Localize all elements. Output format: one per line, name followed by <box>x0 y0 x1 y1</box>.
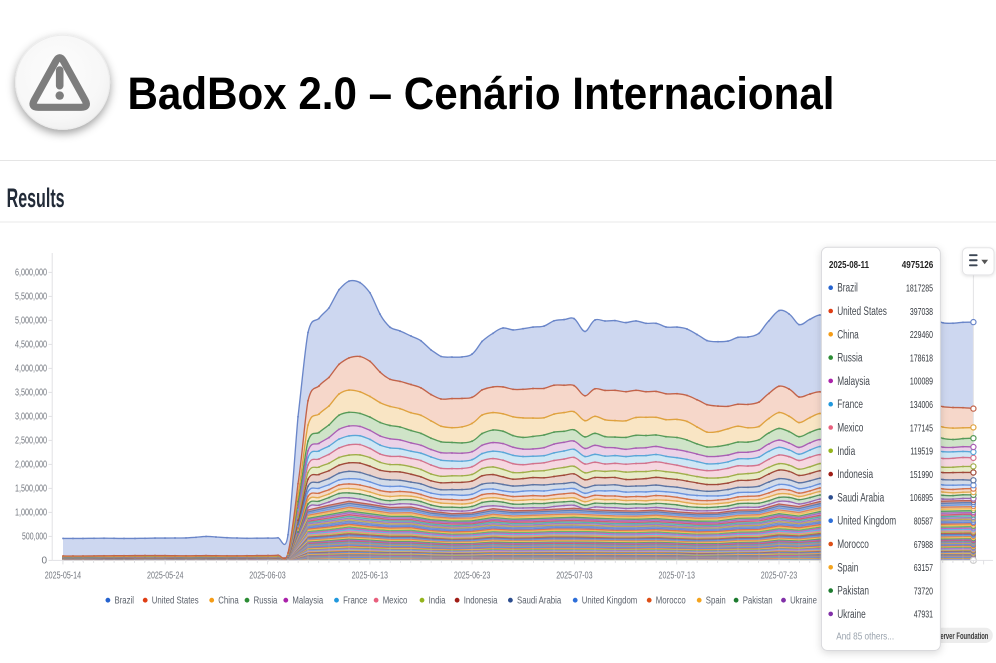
svg-text:2025-05-24: 2025-05-24 <box>147 570 184 581</box>
svg-text:106895: 106895 <box>910 492 933 504</box>
svg-text:2025-06-13: 2025-06-13 <box>352 570 389 581</box>
svg-text:0: 0 <box>41 556 47 567</box>
svg-text:China: China <box>218 596 239 607</box>
svg-text:The Shadowserver Foundation: The Shadowserver Foundation <box>902 631 988 641</box>
svg-text:397038: 397038 <box>910 306 933 318</box>
svg-text:2025-05-14: 2025-05-14 <box>45 570 82 581</box>
svg-text:4975126: 4975126 <box>902 260 934 271</box>
svg-text:Morocco: Morocco <box>837 539 869 551</box>
svg-text:Brazil: Brazil <box>837 283 858 295</box>
svg-text:3,500,000: 3,500,000 <box>15 388 47 399</box>
svg-text:Spain: Spain <box>706 596 726 607</box>
svg-text:Indonesia: Indonesia <box>837 469 873 481</box>
svg-text:2025-07-13: 2025-07-13 <box>659 570 696 581</box>
svg-text:Russia: Russia <box>837 353 863 365</box>
svg-text:Spain: Spain <box>837 562 858 574</box>
svg-text:BadBox 2.0 – Cenário Internaci: BadBox 2.0 – Cenário Internacional <box>128 68 835 119</box>
svg-text:2025-07-03: 2025-07-03 <box>556 570 593 581</box>
svg-text:India: India <box>429 596 446 607</box>
svg-text:France: France <box>837 399 863 411</box>
svg-text:Russia: Russia <box>254 596 278 607</box>
svg-text:2025-06-23: 2025-06-23 <box>454 570 491 581</box>
svg-text:2,000,000: 2,000,000 <box>15 460 47 471</box>
svg-text:India: India <box>837 446 855 458</box>
svg-text:United States: United States <box>837 306 887 318</box>
svg-text:67988: 67988 <box>914 539 933 551</box>
svg-text:178618: 178618 <box>910 352 933 364</box>
svg-text:France: France <box>343 596 368 607</box>
svg-text:Indonesia: Indonesia <box>464 596 498 607</box>
svg-text:China: China <box>837 329 859 341</box>
svg-text:6,000,000: 6,000,000 <box>15 268 47 279</box>
svg-text:100089: 100089 <box>910 376 933 388</box>
svg-text:Brazil: Brazil <box>115 596 135 607</box>
svg-text:Morocco: Morocco <box>656 596 686 607</box>
svg-text:Pakistan: Pakistan <box>743 596 773 607</box>
svg-text:Malaysia: Malaysia <box>292 596 323 607</box>
svg-text:Saudi Arabia: Saudi Arabia <box>837 492 884 504</box>
svg-text:63157: 63157 <box>914 562 933 574</box>
svg-text:Ukraine: Ukraine <box>790 596 817 607</box>
svg-text:5,000,000: 5,000,000 <box>15 316 47 327</box>
svg-text:United Kingdom: United Kingdom <box>582 596 638 607</box>
svg-text:500,000: 500,000 <box>22 532 47 543</box>
svg-text:73720: 73720 <box>914 585 933 597</box>
svg-text:2025-08-11: 2025-08-11 <box>829 260 869 271</box>
svg-text:4,500,000: 4,500,000 <box>15 340 47 351</box>
svg-text:5,500,000: 5,500,000 <box>15 292 47 303</box>
svg-text:4,000,000: 4,000,000 <box>15 364 47 375</box>
svg-text:47931: 47931 <box>914 609 933 621</box>
svg-text:119519: 119519 <box>910 446 933 458</box>
svg-text:And 85 others...: And 85 others... <box>836 630 894 642</box>
svg-text:1,000,000: 1,000,000 <box>15 508 47 519</box>
svg-text:Pakistan: Pakistan <box>837 586 869 598</box>
svg-text:Saudi Arabia: Saudi Arabia <box>517 596 562 607</box>
svg-text:Malaysia: Malaysia <box>837 376 870 388</box>
svg-text:151990: 151990 <box>910 469 933 481</box>
svg-text:Mexico: Mexico <box>837 423 863 435</box>
svg-text:1,500,000: 1,500,000 <box>15 484 47 495</box>
svg-text:2,500,000: 2,500,000 <box>15 436 47 447</box>
svg-text:1817285: 1817285 <box>906 283 933 295</box>
svg-text:2025-07-23: 2025-07-23 <box>761 570 798 581</box>
svg-text:2025-06-03: 2025-06-03 <box>249 570 286 581</box>
svg-text:3,000,000: 3,000,000 <box>15 412 47 423</box>
svg-text:Mexico: Mexico <box>383 596 408 607</box>
svg-text:United States: United States <box>152 596 199 607</box>
svg-text:80587: 80587 <box>914 516 933 528</box>
svg-text:229460: 229460 <box>910 329 933 341</box>
svg-text:Ukraine: Ukraine <box>837 609 866 621</box>
svg-text:Results: Results <box>7 183 65 213</box>
svg-text:177145: 177145 <box>910 422 933 434</box>
svg-text:134006: 134006 <box>910 399 933 411</box>
svg-text:United Kingdom: United Kingdom <box>837 516 896 528</box>
